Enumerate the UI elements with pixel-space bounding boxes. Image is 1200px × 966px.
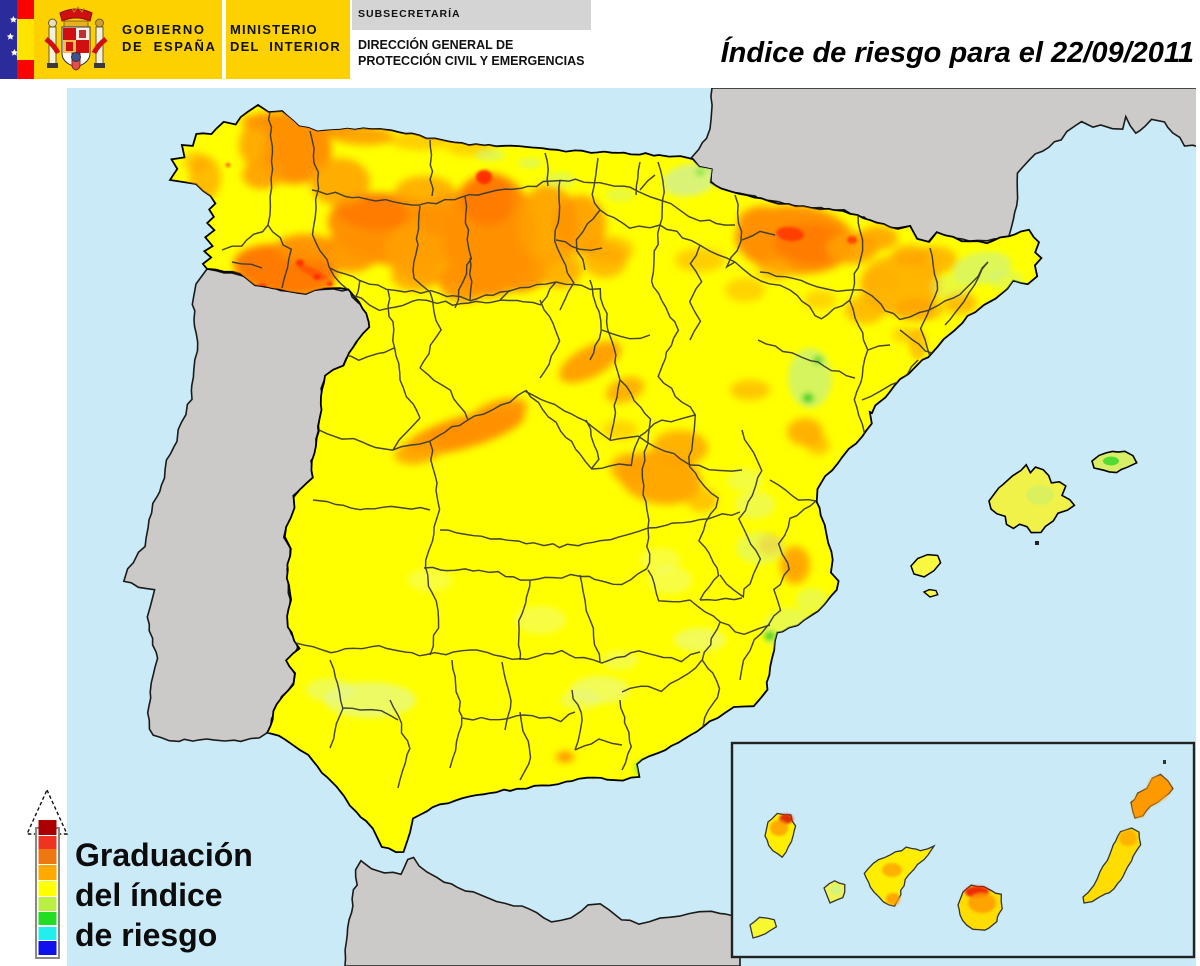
svg-text:Graduación: Graduación — [75, 837, 253, 873]
svg-text:de riesgo: de riesgo — [75, 917, 217, 953]
svg-text:del índice: del índice — [75, 877, 223, 913]
